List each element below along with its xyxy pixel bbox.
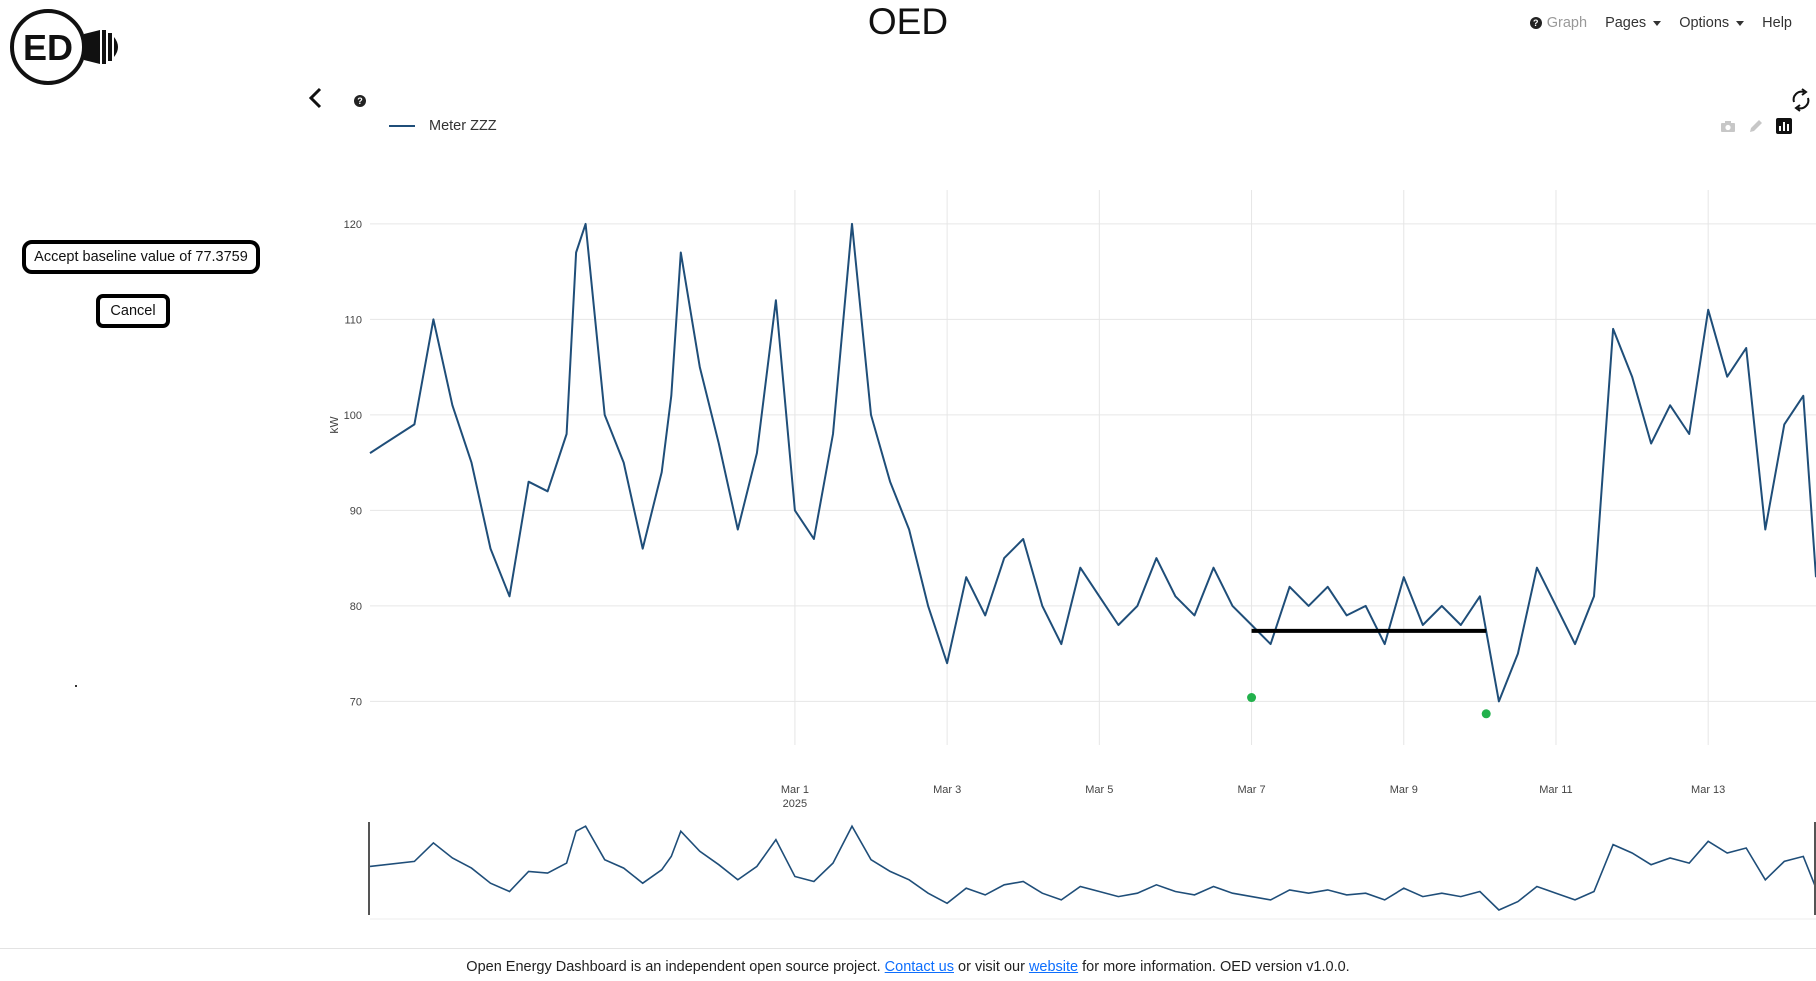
stray-dot xyxy=(75,685,77,687)
nav-options-dropdown[interactable]: Options xyxy=(1679,15,1745,31)
x-tick-label: Mar 13 xyxy=(1691,784,1725,796)
pencil-icon[interactable] xyxy=(1748,118,1764,134)
legend-swatch xyxy=(389,125,415,127)
oed-logo: ED xyxy=(10,9,118,85)
chart-overlays xyxy=(1247,628,1491,719)
x-tick-year-label: 2025 xyxy=(783,798,807,810)
y-axis-label: kW xyxy=(330,416,341,434)
chevron-left-icon[interactable] xyxy=(306,86,326,110)
series-line-meter-zzz xyxy=(369,222,1816,703)
nav-pages-dropdown[interactable]: Pages xyxy=(1605,15,1662,31)
accept-baseline-button[interactable]: Accept baseline value of 77.3759 xyxy=(22,240,260,274)
line-chart[interactable]: 70 80 90 100 110 120 Mar 1 2025 Mar 3 Mar 5 Mar 7 M… xyxy=(330,190,1816,950)
range-slider-series-line xyxy=(369,824,1816,911)
y-tick-label: 70 xyxy=(350,696,362,708)
x-tick-label: Mar 3 xyxy=(933,784,961,796)
baseline-endpoint-marker xyxy=(1247,693,1257,703)
footer-divider xyxy=(0,948,1816,949)
y-tick-label: 120 xyxy=(344,219,362,231)
nav-graph-label: Graph xyxy=(1546,15,1588,31)
x-tick-label: Mar 11 xyxy=(1539,784,1572,796)
logo-text: ED xyxy=(23,27,73,68)
top-navigation: ? Graph Pages Options Help xyxy=(1529,15,1792,31)
range-slider-left-handle xyxy=(368,822,370,915)
question-circle-icon: ? xyxy=(1529,17,1542,29)
cancel-button[interactable]: Cancel xyxy=(96,294,170,328)
caret-down-icon xyxy=(1653,20,1662,26)
chart-axes: 70 80 90 100 110 120 Mar 1 2025 Mar 3 Mar 5 Mar 7 M… xyxy=(330,219,1725,810)
nav-help-label: Help xyxy=(1762,15,1792,31)
camera-icon[interactable] xyxy=(1720,118,1736,134)
x-tick-label: Mar 1 xyxy=(781,784,809,796)
chart-legend: Meter ZZZ xyxy=(389,118,497,134)
footer: Open Energy Dashboard is an independent … xyxy=(0,959,1816,975)
legend-label: Meter ZZZ xyxy=(429,118,497,134)
nav-help[interactable]: Help xyxy=(1762,15,1792,31)
nav-pages-label: Pages xyxy=(1605,15,1647,31)
nav-graph[interactable]: ? Graph xyxy=(1529,15,1588,31)
footer-prefix: Open Energy Dashboard is an independent … xyxy=(466,959,885,975)
range-slider[interactable] xyxy=(368,822,1816,920)
caret-down-icon xyxy=(1736,20,1745,26)
x-tick-label: Mar 5 xyxy=(1085,784,1113,796)
website-link[interactable]: website xyxy=(1028,959,1079,975)
x-tick-label: Mar 9 xyxy=(1390,784,1418,796)
y-tick-label: 90 xyxy=(350,505,362,517)
y-tick-label: 110 xyxy=(344,314,362,326)
footer-suffix: for more information. OED version v1.0.0… xyxy=(1078,959,1350,975)
question-circle-icon[interactable]: ? xyxy=(354,95,366,107)
chart-modebar xyxy=(1720,118,1792,134)
nav-options-label: Options xyxy=(1679,15,1730,31)
footer-middle: or visit our xyxy=(954,959,1029,975)
plotly-logo-icon[interactable] xyxy=(1776,118,1792,134)
x-tick-label: Mar 7 xyxy=(1237,784,1265,796)
baseline-endpoint-marker xyxy=(1481,709,1491,719)
chart-grid xyxy=(370,190,1816,745)
refresh-icon[interactable] xyxy=(1789,88,1813,112)
y-tick-label: 100 xyxy=(344,410,362,422)
chart-series xyxy=(369,222,1816,703)
y-tick-label: 80 xyxy=(350,601,362,613)
contact-us-link[interactable]: Contact us xyxy=(884,959,954,975)
page-title: OED xyxy=(867,1,949,42)
range-slider-right-handle xyxy=(1814,822,1816,915)
